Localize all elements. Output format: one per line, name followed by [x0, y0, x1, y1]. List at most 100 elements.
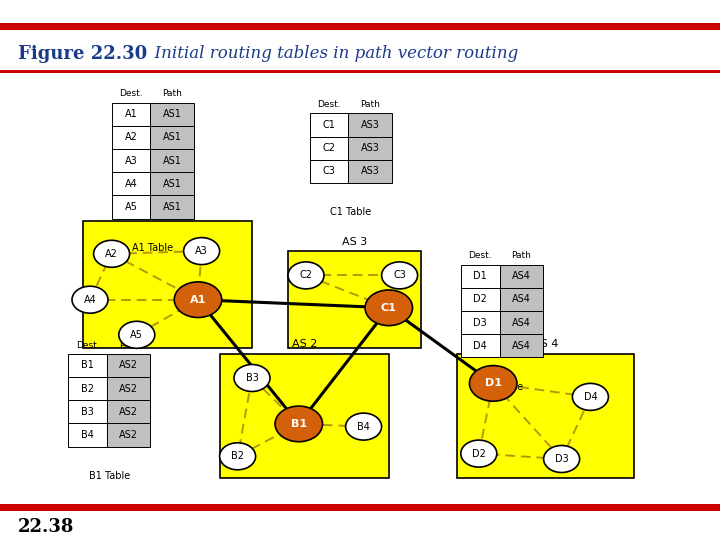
- Text: C3: C3: [393, 271, 406, 280]
- Text: AS4: AS4: [512, 294, 531, 305]
- FancyBboxPatch shape: [500, 288, 543, 311]
- Circle shape: [174, 282, 222, 318]
- Text: A3: A3: [125, 156, 138, 166]
- Text: AS4: AS4: [512, 341, 531, 351]
- Circle shape: [469, 366, 517, 401]
- FancyBboxPatch shape: [68, 354, 107, 377]
- Text: 22.38: 22.38: [18, 517, 74, 536]
- Text: AS 3: AS 3: [342, 237, 367, 247]
- Text: D3: D3: [554, 454, 569, 464]
- FancyBboxPatch shape: [461, 311, 500, 334]
- Text: D1 Table: D1 Table: [481, 382, 523, 392]
- Text: C2: C2: [300, 271, 312, 280]
- Text: AS1: AS1: [163, 156, 181, 166]
- Text: A1: A1: [125, 109, 138, 119]
- Text: A2: A2: [125, 132, 138, 143]
- Text: AS 2: AS 2: [292, 339, 317, 349]
- Circle shape: [94, 240, 130, 267]
- FancyBboxPatch shape: [0, 70, 720, 73]
- Text: Dest.: Dest.: [318, 100, 341, 109]
- Circle shape: [544, 446, 580, 472]
- FancyBboxPatch shape: [500, 311, 543, 334]
- Text: B3: B3: [246, 373, 258, 383]
- FancyBboxPatch shape: [457, 354, 634, 478]
- FancyBboxPatch shape: [68, 377, 107, 400]
- FancyBboxPatch shape: [0, 504, 720, 511]
- FancyBboxPatch shape: [500, 265, 543, 288]
- Text: AS3: AS3: [361, 166, 379, 177]
- FancyBboxPatch shape: [107, 354, 150, 377]
- FancyBboxPatch shape: [68, 423, 107, 447]
- Text: AS3: AS3: [361, 120, 379, 130]
- Text: C3: C3: [323, 166, 336, 177]
- FancyBboxPatch shape: [112, 103, 150, 126]
- Text: A4: A4: [125, 179, 138, 189]
- FancyBboxPatch shape: [112, 195, 150, 219]
- Text: B4: B4: [81, 430, 94, 440]
- Text: B1 Table: B1 Table: [89, 471, 130, 481]
- FancyBboxPatch shape: [461, 334, 500, 357]
- Circle shape: [346, 413, 382, 440]
- Text: AS 4: AS 4: [533, 339, 558, 349]
- Text: B1: B1: [81, 360, 94, 370]
- FancyBboxPatch shape: [220, 354, 389, 478]
- FancyBboxPatch shape: [107, 400, 150, 423]
- Text: D1: D1: [485, 379, 502, 388]
- Text: AS2: AS2: [120, 407, 138, 417]
- FancyBboxPatch shape: [150, 195, 194, 219]
- Circle shape: [572, 383, 608, 410]
- Circle shape: [119, 321, 155, 348]
- FancyBboxPatch shape: [83, 221, 252, 348]
- Text: A2: A2: [105, 249, 118, 259]
- FancyBboxPatch shape: [150, 126, 194, 149]
- Text: AS4: AS4: [512, 271, 531, 281]
- Text: D3: D3: [473, 318, 487, 328]
- Text: Path: Path: [162, 90, 182, 98]
- Text: A5: A5: [125, 202, 138, 212]
- Text: D4: D4: [583, 392, 598, 402]
- Text: C1: C1: [323, 120, 336, 130]
- FancyBboxPatch shape: [150, 103, 194, 126]
- Text: Path: Path: [119, 341, 139, 349]
- FancyBboxPatch shape: [500, 334, 543, 357]
- Circle shape: [275, 406, 323, 442]
- Text: A1 Table: A1 Table: [132, 243, 174, 253]
- Text: AS1: AS1: [163, 132, 181, 143]
- FancyBboxPatch shape: [348, 160, 392, 183]
- FancyBboxPatch shape: [461, 265, 500, 288]
- Text: B4: B4: [357, 422, 370, 431]
- Text: Path: Path: [360, 100, 380, 109]
- Text: AS1: AS1: [163, 179, 181, 189]
- FancyBboxPatch shape: [461, 288, 500, 311]
- Text: C1 Table: C1 Table: [330, 207, 372, 218]
- Text: B3: B3: [81, 407, 94, 417]
- Text: A3: A3: [195, 246, 208, 256]
- Text: Initial routing tables in path vector routing: Initial routing tables in path vector ro…: [144, 45, 518, 63]
- FancyBboxPatch shape: [310, 137, 348, 160]
- Text: Dest.: Dest.: [76, 341, 99, 349]
- Circle shape: [72, 286, 108, 313]
- Text: AS 1: AS 1: [155, 207, 180, 217]
- Text: D2: D2: [472, 449, 486, 458]
- Text: Path: Path: [511, 252, 531, 260]
- Circle shape: [184, 238, 220, 265]
- Text: B2: B2: [231, 451, 244, 461]
- Text: AS1: AS1: [163, 202, 181, 212]
- Text: Dest.: Dest.: [120, 90, 143, 98]
- Circle shape: [288, 262, 324, 289]
- FancyBboxPatch shape: [150, 149, 194, 172]
- Text: AS2: AS2: [120, 360, 138, 370]
- FancyBboxPatch shape: [288, 251, 421, 348]
- Circle shape: [365, 290, 413, 326]
- FancyBboxPatch shape: [107, 377, 150, 400]
- Circle shape: [220, 443, 256, 470]
- FancyBboxPatch shape: [348, 113, 392, 137]
- Text: AS3: AS3: [361, 143, 379, 153]
- Text: Dest.: Dest.: [469, 252, 492, 260]
- Text: A1: A1: [190, 295, 206, 305]
- Text: A4: A4: [84, 295, 96, 305]
- Text: Figure 22.30: Figure 22.30: [18, 45, 148, 63]
- Text: AS2: AS2: [120, 430, 138, 440]
- FancyBboxPatch shape: [112, 149, 150, 172]
- Text: AS4: AS4: [512, 318, 531, 328]
